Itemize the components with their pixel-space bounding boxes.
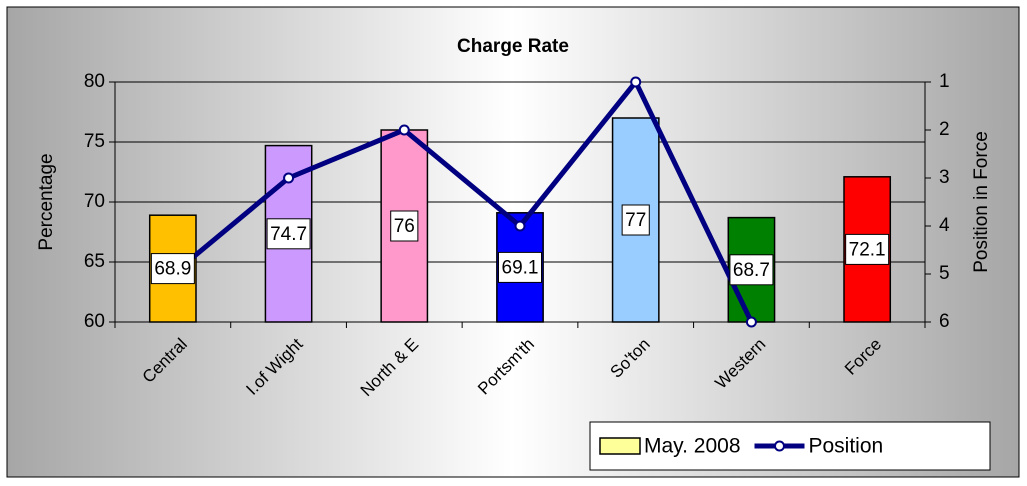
data-label: 72.1 <box>849 239 886 260</box>
y2-tick-label: 1 <box>939 71 950 92</box>
data-label-box <box>845 233 890 265</box>
data-label-box <box>390 210 419 242</box>
data-label-group: 68.9 <box>150 253 195 285</box>
y-tick-label: 65 <box>84 251 105 272</box>
legend-label: May. 2008 <box>644 435 741 458</box>
data-label-box <box>729 254 774 286</box>
line <box>171 79 754 324</box>
data-label-group: 74.7 <box>266 218 311 250</box>
legend-swatch <box>599 437 641 455</box>
data-label-box <box>498 251 542 283</box>
y-axis-label: Percentage <box>36 153 57 250</box>
y2-tick-label: 3 <box>939 167 950 188</box>
legend-marker <box>774 440 785 452</box>
y-tick-label: 80 <box>84 71 105 92</box>
data-label-group: 72.1 <box>845 233 890 265</box>
data-label: 68.9 <box>154 259 191 280</box>
line-marker <box>514 220 526 232</box>
line-marker <box>745 316 757 328</box>
legend-label: Position <box>809 435 884 458</box>
data-label-group: 69.1 <box>498 251 542 283</box>
y2-tick-label: 5 <box>939 263 950 284</box>
data-label: 68.7 <box>733 260 770 281</box>
y2-tick-label: 4 <box>939 215 950 236</box>
y-tick-label: 75 <box>84 131 105 152</box>
data-label-group: 77 <box>621 204 650 236</box>
data-label-box <box>621 204 650 236</box>
line-marker <box>398 124 410 136</box>
line-marker <box>630 76 642 88</box>
chart-title: Charge Rate <box>457 36 569 57</box>
data-label-box <box>150 253 195 285</box>
data-label: 74.7 <box>270 224 307 245</box>
data-label-group: 68.7 <box>729 254 774 286</box>
y2-tick-label: 6 <box>939 311 950 332</box>
data-label: 76 <box>394 216 415 237</box>
y-tick-label: 70 <box>84 191 105 212</box>
data-label-group: 76 <box>390 210 419 242</box>
y2-tick-label: 2 <box>939 119 950 140</box>
y-tick-label: 60 <box>84 311 105 332</box>
data-label-box <box>266 218 311 250</box>
line-marker <box>283 172 295 184</box>
y2-axis-label: Position in Force <box>971 131 992 273</box>
data-label: 69.1 <box>502 257 539 278</box>
data-label: 77 <box>625 210 646 231</box>
